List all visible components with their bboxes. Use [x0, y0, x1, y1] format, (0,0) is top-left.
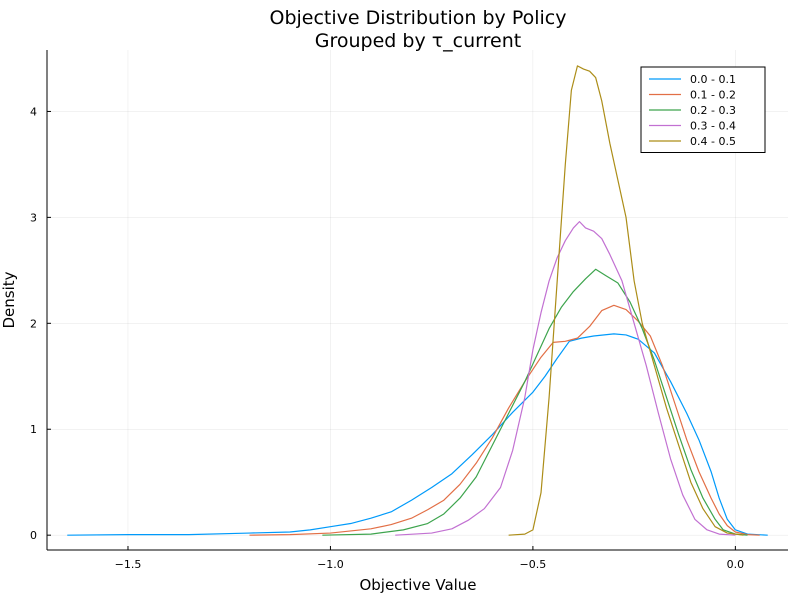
y-tick-label: 3 — [30, 211, 37, 224]
series-line-4 — [395, 221, 736, 536]
x-tick-label: 0.0 — [727, 558, 745, 571]
legend-label: 0.1 - 0.2 — [690, 89, 736, 102]
x-tick-label: −1.5 — [115, 558, 142, 571]
y-tick-label: 4 — [30, 105, 37, 118]
legend-label: 0.0 - 0.1 — [690, 73, 736, 86]
legend-label: 0.4 - 0.5 — [690, 135, 736, 148]
legend-label: 0.2 - 0.3 — [690, 104, 736, 117]
chart-title: Objective Distribution by Policy — [269, 7, 566, 29]
x-axis-label: Objective Value — [359, 576, 476, 594]
y-tick-label: 0 — [30, 529, 37, 542]
legend: 0.0 - 0.1 0.1 - 0.2 0.2 - 0.3 0.3 - 0.4 0.4 … — [640, 66, 766, 153]
y-tick-label: 2 — [30, 317, 37, 330]
x-tick-label: −0.5 — [520, 558, 547, 571]
series-line-1 — [67, 333, 768, 536]
series-line-5 — [508, 65, 744, 536]
series-line-2 — [249, 304, 760, 536]
y-tick-label: 1 — [30, 423, 37, 436]
tick-labels: −1.5 −1.0 −0.5 0.0 0 1 2 3 4 — [30, 105, 744, 571]
x-tick-label: −1.0 — [317, 558, 344, 571]
y-axis-label: Density — [0, 271, 18, 328]
series-lines — [67, 65, 768, 536]
chart-subtitle: Grouped by τ_current — [315, 30, 521, 52]
series-line-3 — [322, 268, 748, 536]
axes — [46, 50, 788, 551]
legend-label: 0.3 - 0.4 — [690, 120, 736, 133]
